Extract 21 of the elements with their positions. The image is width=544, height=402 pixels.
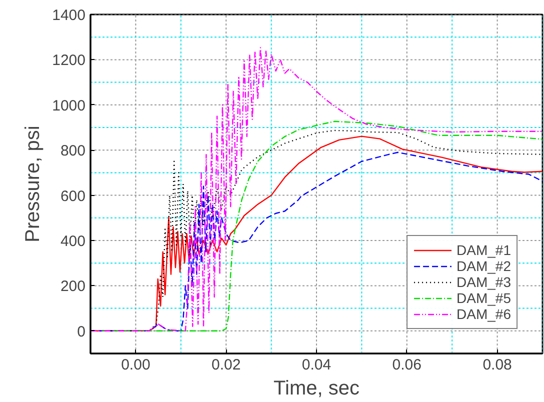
y-axis-title: Pressure, psi <box>22 126 44 242</box>
x-tick-label: 0.06 <box>392 356 422 374</box>
y-tick-label: 1200 <box>52 52 86 70</box>
line-series <box>90 47 542 332</box>
x-tick-label: 0.00 <box>121 356 150 374</box>
y-tick-label: 1400 <box>52 7 86 24</box>
x-tick-label: 0.02 <box>212 356 241 374</box>
y-tick-label: 800 <box>60 142 86 160</box>
y-tick-label: 0 <box>77 323 86 340</box>
y-tick-label: 200 <box>60 278 86 296</box>
legend-label: DAM_#1 <box>456 242 511 258</box>
x-tick-label: 0.08 <box>482 356 512 374</box>
x-tick-label: 0.04 <box>302 356 332 374</box>
x-axis-title: Time, sec <box>274 378 360 400</box>
y-tick-label: 400 <box>60 233 86 250</box>
y-tick-label: 600 <box>60 188 86 205</box>
legend-label: DAM_#2 <box>456 258 511 274</box>
y-tick-label: 1000 <box>52 97 86 114</box>
legend-label: DAM_#5 <box>456 290 511 306</box>
legend-label: DAM_#3 <box>456 274 511 290</box>
legend-label: DAM_#6 <box>456 306 511 322</box>
